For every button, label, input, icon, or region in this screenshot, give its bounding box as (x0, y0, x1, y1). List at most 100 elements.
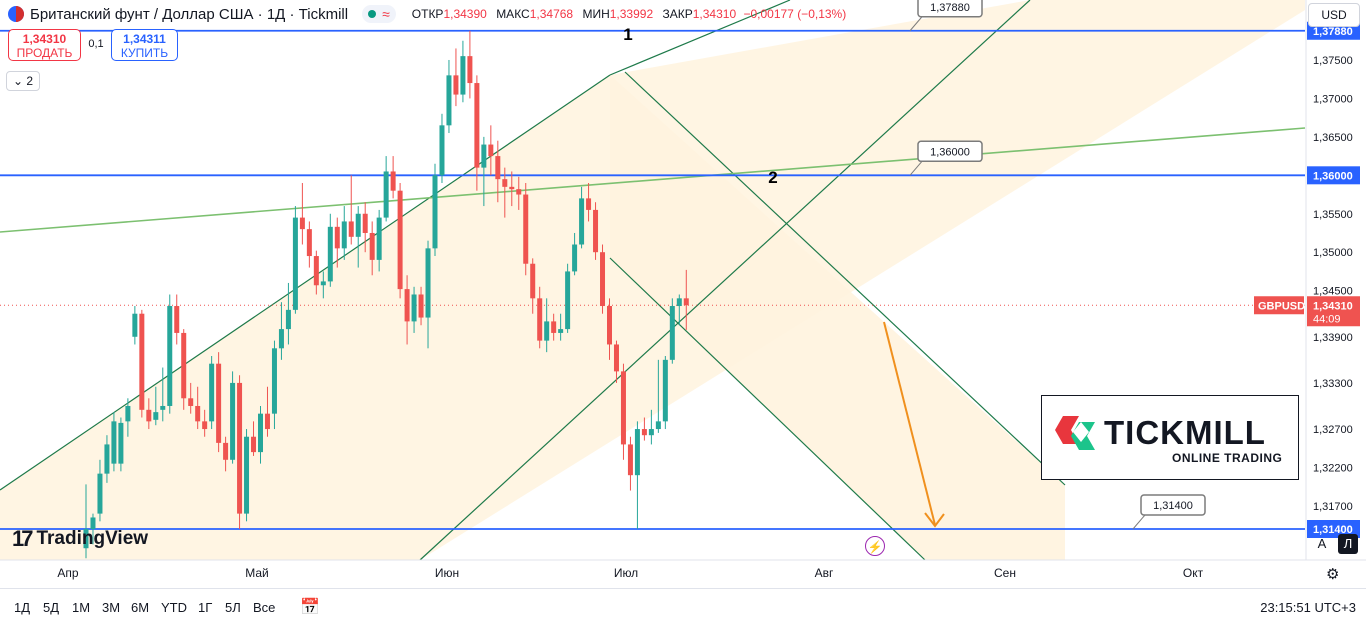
last-price-tag-label: 1,34310 (1313, 300, 1353, 312)
candle-body (209, 363, 215, 422)
price-tick-label: 1,37500 (1313, 55, 1353, 67)
candle-body (160, 405, 166, 410)
candle-body (174, 306, 180, 333)
candle-body (404, 289, 410, 322)
level-callout-pointer (909, 16, 923, 32)
candle-body (244, 436, 250, 514)
price-tick-label: 1,32200 (1313, 462, 1353, 474)
market-status-pill[interactable]: ≈ (362, 5, 396, 23)
time-tick-label: Июн (435, 566, 459, 580)
candle-body (607, 306, 612, 345)
level-price-tag (1307, 520, 1360, 538)
candle-body (355, 213, 361, 237)
date-range-calendar-icon[interactable]: 📅 (300, 599, 320, 616)
timeframe-1y[interactable]: 1Г (198, 600, 213, 615)
candle-body (167, 306, 173, 406)
timeframe-ytd[interactable]: YTD (161, 600, 187, 615)
candle-body (237, 382, 243, 514)
time-tick-label: Апр (57, 566, 79, 580)
timeframe-1m[interactable]: 1М (72, 600, 91, 615)
candle-body (467, 56, 473, 84)
indicators-count: 2 (26, 74, 34, 88)
trend-line (0, 127, 1306, 233)
auto-scale-button[interactable]: A (1317, 536, 1327, 551)
level-callout-pointer (1132, 514, 1146, 530)
time-axis-bg (0, 560, 1366, 588)
indicators-toggle[interactable]: ⌄ 2 (6, 71, 40, 91)
candle-body (306, 229, 312, 257)
candle-body (292, 217, 298, 310)
candle-body (202, 421, 208, 430)
candle-body (634, 429, 640, 476)
candle-body (327, 226, 333, 282)
price-tick-label: 1,32700 (1313, 424, 1353, 436)
price-chart[interactable]: 121,378801,360001,314001,380001,375001,3… (0, 0, 1366, 588)
candle-body (390, 171, 396, 191)
tradingview-wordmark: TradingView (36, 528, 149, 549)
time-tick-label: Окт (1183, 566, 1204, 580)
buy-label: КУПИТЬ (120, 46, 169, 60)
candle-body (530, 263, 536, 299)
ohlc-readout: ОТКР1,34390 МАКС1,34768 МИН1,33992 ЗАКР1… (411, 7, 847, 21)
candle-body (627, 444, 633, 476)
tradingview-mark-icon: 17 (12, 526, 34, 551)
level-price-tag-label: 1,31400 (1313, 524, 1353, 536)
candle-body (299, 217, 305, 230)
timeframe-all[interactable]: Все (253, 600, 276, 615)
wave-label: 1 (623, 25, 632, 44)
candle-body (418, 294, 424, 318)
symbol-header: Британский фунт / Доллар США · 1Д · Tick… (8, 4, 846, 24)
clock[interactable]: 23:15:51 UTC+3 (1260, 600, 1356, 615)
candle-body (278, 329, 284, 349)
price-tick-label: 1,34500 (1313, 286, 1353, 298)
candle-body (251, 436, 257, 453)
candle-body (334, 226, 340, 249)
timeframe-3m[interactable]: 3М (102, 600, 121, 615)
candle-body (104, 444, 110, 474)
candle-body (572, 244, 578, 272)
candle-body (509, 186, 515, 190)
candle-body (620, 371, 626, 445)
level-price-tag (1307, 166, 1360, 185)
price-axis-bg (1306, 0, 1366, 560)
countdown-label: 44:09 (1313, 313, 1341, 325)
sell-label: ПРОДАТЬ (16, 46, 73, 60)
currency-button[interactable]: USD (1308, 3, 1360, 27)
lightning-icon[interactable]: ⚡ (865, 536, 885, 556)
level-callout-label: 1,36000 (930, 146, 970, 158)
gear-icon[interactable]: ⚙ (1326, 566, 1340, 583)
candle-body (285, 309, 291, 330)
timeframe-5d[interactable]: 5Д (43, 600, 60, 615)
candle-body (320, 281, 326, 286)
log-scale-button[interactable]: Л (1338, 534, 1358, 554)
candle-body (453, 75, 459, 95)
ascending-channel-upper-line-ext (609, 0, 791, 76)
symbol-title[interactable]: Британский фунт / Доллар США · 1Д · Tick… (30, 5, 349, 23)
candle-body (579, 198, 585, 245)
candle-body (83, 529, 89, 549)
candle-body (460, 56, 466, 95)
sell-button[interactable]: 1,34310 ПРОДАТЬ (8, 29, 81, 61)
wave-label: 2 (768, 168, 777, 187)
candle-body (502, 179, 508, 187)
candle-body (376, 217, 382, 260)
timeframe-6m[interactable]: 6М (131, 600, 150, 615)
candle-body (132, 313, 138, 337)
candle-body (669, 306, 675, 360)
wave-icon: ≈ (382, 6, 390, 22)
buy-button[interactable]: 1,34311 КУПИТЬ (111, 29, 178, 61)
candle-body (593, 209, 599, 253)
timeframe-1d[interactable]: 1Д (14, 600, 31, 615)
forecast-arrow-line (883, 321, 936, 526)
candle-body (565, 271, 571, 330)
candle-body (369, 232, 375, 260)
candle-body (411, 294, 417, 322)
candle-body (613, 344, 619, 372)
forecast-arrow-head-icon (924, 512, 945, 528)
tradingview-logo[interactable]: 17 TradingView (12, 526, 149, 551)
ascending-channel-upper-line (0, 74, 611, 491)
candle-body (111, 421, 117, 464)
timeframe-5y[interactable]: 5Л (225, 600, 241, 615)
candle-body (362, 213, 368, 233)
candle-body (271, 348, 277, 414)
